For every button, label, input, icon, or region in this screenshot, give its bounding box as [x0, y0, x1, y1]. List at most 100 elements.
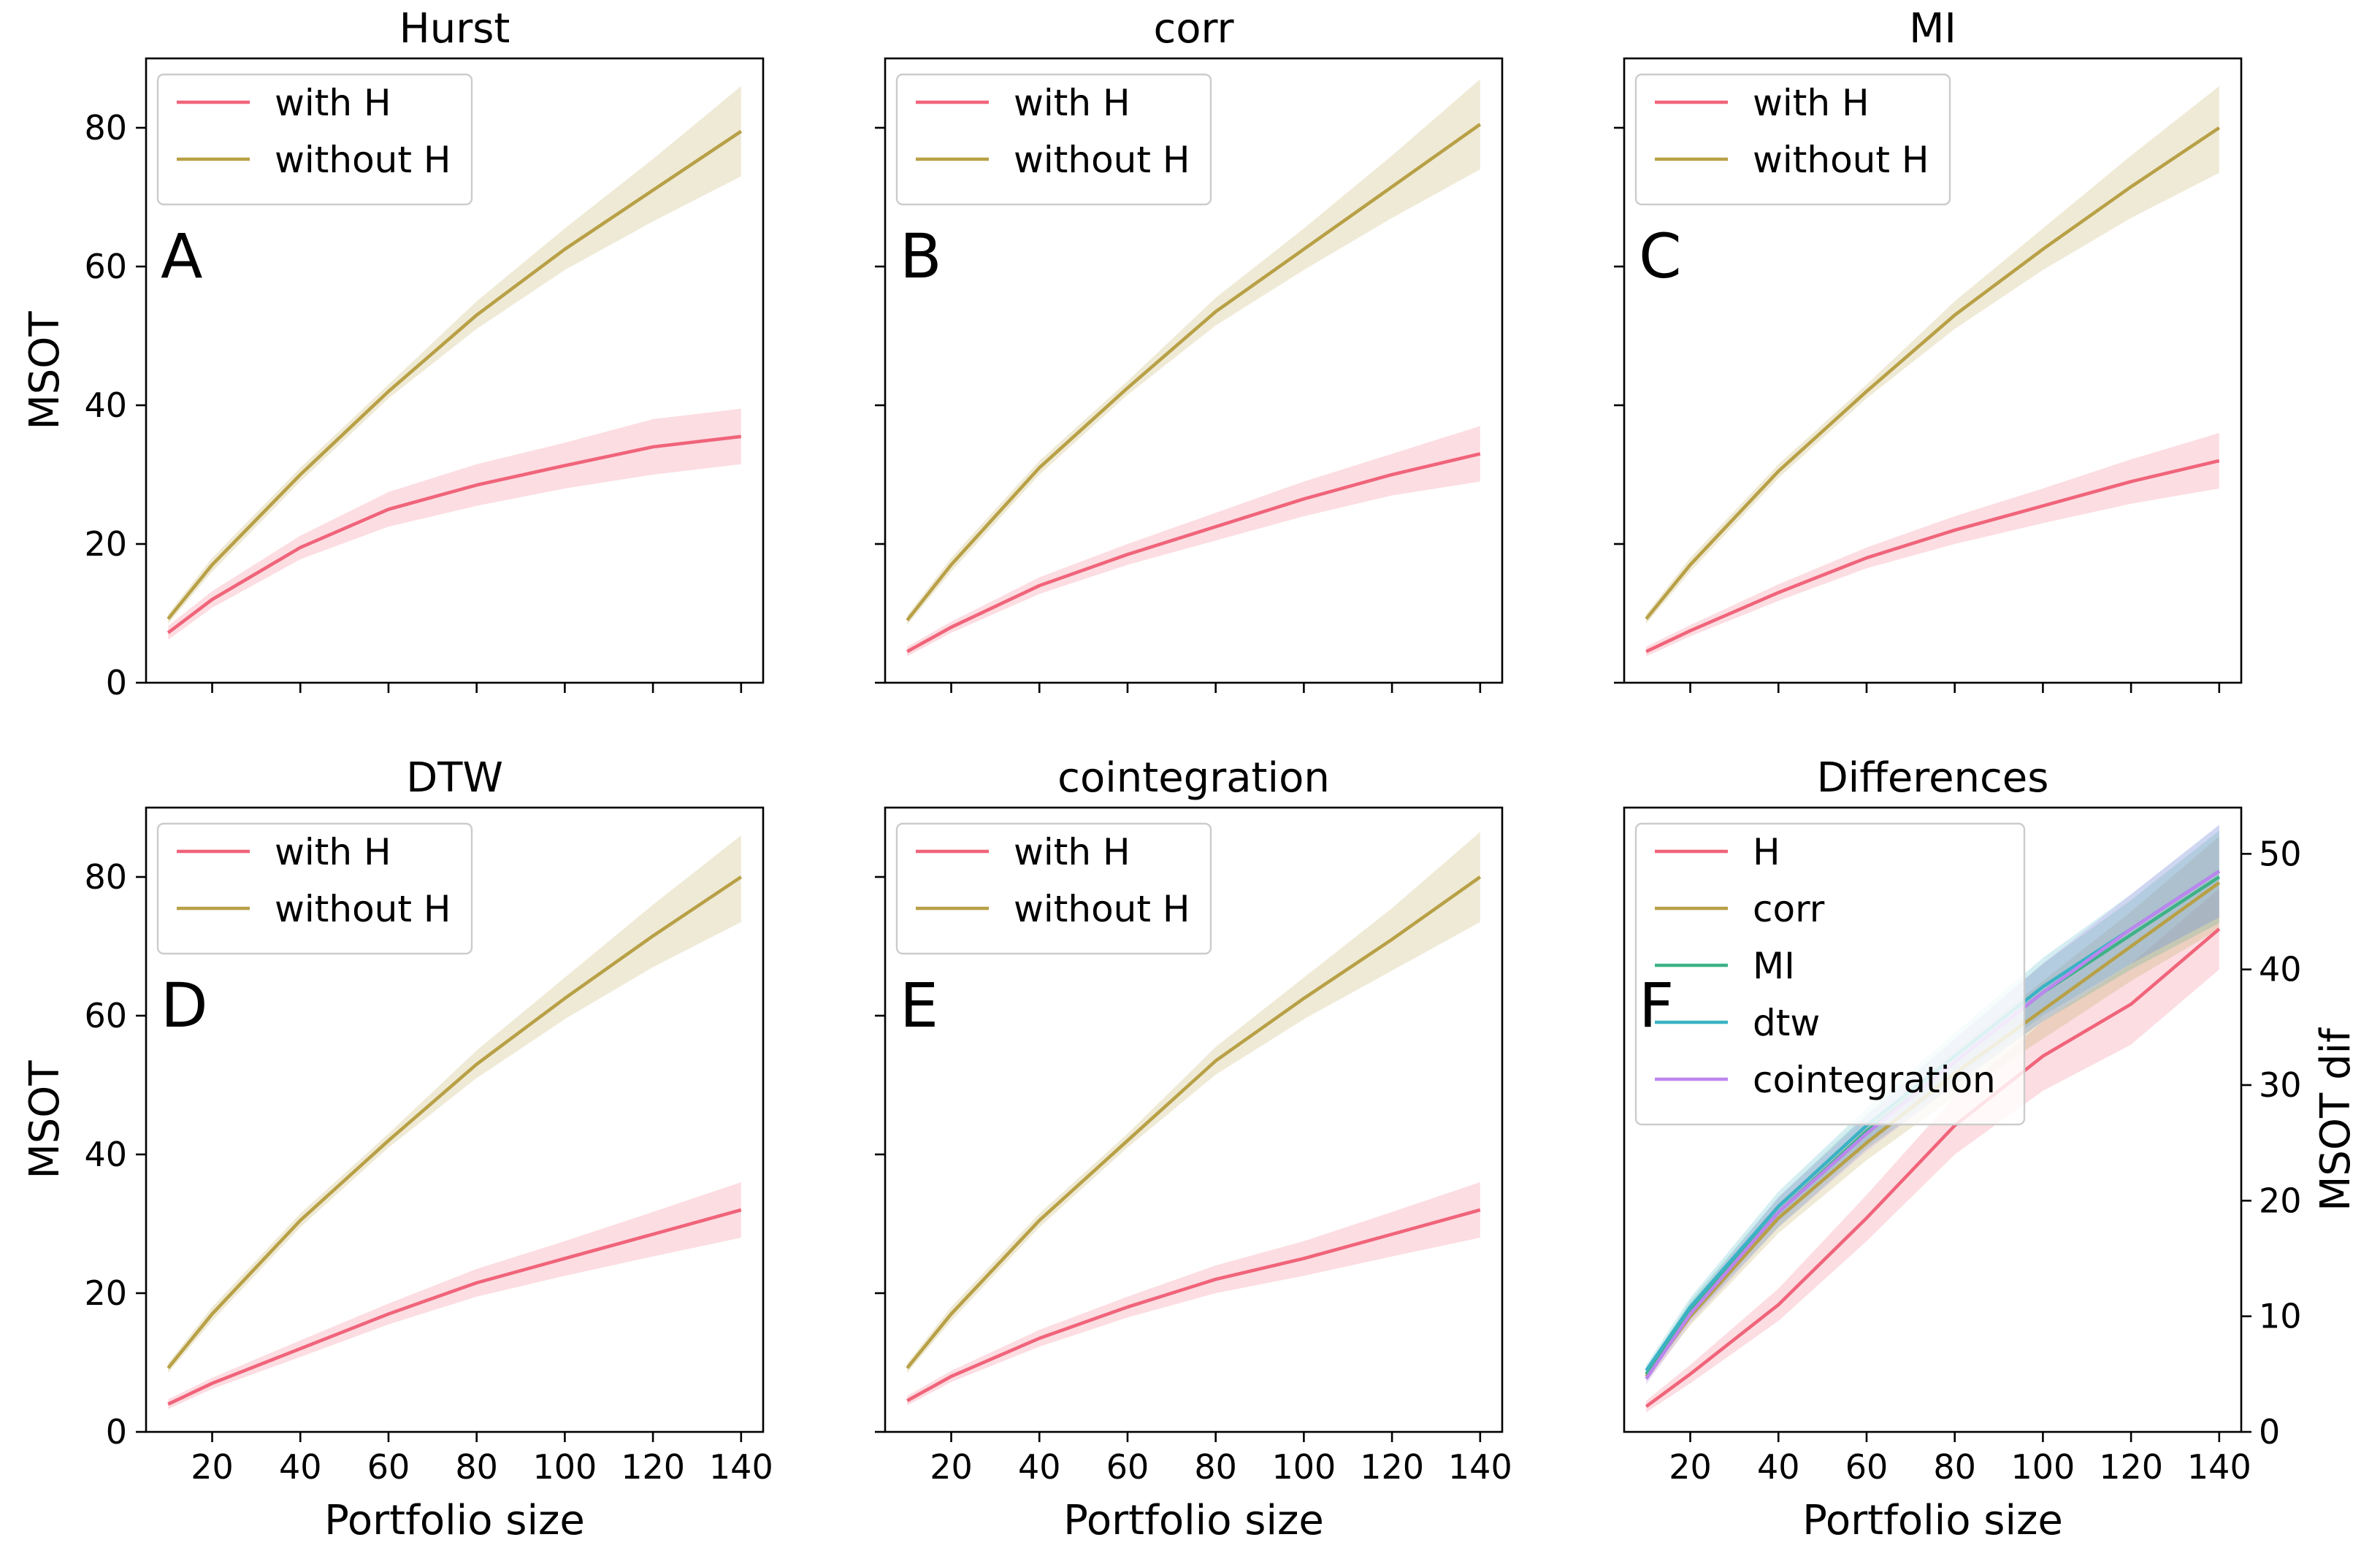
x-tick-label: 80: [1194, 1447, 1237, 1487]
panel-c: MI with H without H C: [1614, 5, 2243, 693]
x-tick-label: 140: [709, 1447, 773, 1487]
x-tick-label: 60: [1845, 1447, 1889, 1487]
panel-title: Differences: [1817, 754, 2049, 802]
x-tick-label: 120: [2099, 1447, 2163, 1487]
series-line-with-h: [167, 1208, 742, 1406]
y-tick-label: 60: [84, 247, 127, 286]
x-tick-label: 40: [1018, 1447, 1061, 1487]
series-line-without-h: [167, 129, 743, 621]
y-tick-label: 60: [84, 996, 127, 1035]
x-tick-label: 80: [1933, 1447, 1976, 1487]
panel-title: corr: [1153, 5, 1234, 53]
panel-title: MI: [1909, 5, 1956, 53]
y-tick-label: 40: [2259, 950, 2302, 989]
axes-frame: [884, 57, 1504, 684]
y-tick-label: 40: [84, 386, 127, 425]
y-tick-label: 20: [84, 1273, 127, 1313]
confidence-band-with-h: [907, 1182, 1480, 1406]
confidence-band-without-h: [907, 79, 1480, 626]
legend-box: [895, 822, 1212, 955]
legend: with H without H: [895, 73, 1212, 206]
x-tick-label: 100: [532, 1447, 597, 1487]
confidence-band-with-h: [907, 426, 1480, 656]
legend: with H without H: [895, 822, 1212, 955]
confidence-band-dtw: [1646, 824, 2219, 1376]
x-tick-label: 80: [455, 1447, 498, 1487]
legend: with H without H: [1634, 73, 1951, 206]
legend-label: with H: [1014, 82, 1130, 124]
y-tick-label: 50: [2259, 834, 2302, 873]
series-line-without-h: [167, 875, 743, 1370]
panel-letter: D: [161, 970, 208, 1041]
panel-b: corr with H without H B: [875, 5, 1504, 693]
axes-frame: [884, 806, 1504, 1433]
legend-box: [156, 822, 473, 955]
panel-title: DTW: [406, 754, 503, 802]
series-line-with-h: [906, 1208, 1481, 1403]
legend-box: [1634, 73, 1951, 206]
panel-e: 20 40 60 80 100 120 140 cointegration Portfolio …: [875, 754, 1512, 1544]
legend: with H without H: [156, 73, 473, 206]
legend-label: MI: [1753, 945, 1795, 987]
series-line-with-h: [906, 452, 1481, 654]
y-tick-label: 0: [106, 663, 127, 702]
x-tick-label: 20: [191, 1447, 234, 1487]
x-tick-label: 60: [367, 1447, 410, 1487]
x-tick-label: 120: [1360, 1447, 1424, 1487]
confidence-band-with-h: [168, 1182, 741, 1409]
y-tick-label: 10: [2259, 1297, 2302, 1336]
legend-box: [895, 73, 1212, 206]
confidence-band-without-h: [168, 86, 741, 624]
axes-frame: [145, 806, 765, 1433]
axes-frame: [1623, 806, 2243, 1433]
legend-label: without H: [1014, 139, 1190, 181]
y-tick-label: 80: [84, 857, 127, 897]
legend-label: without H: [275, 888, 451, 930]
legend-label: without H: [1753, 139, 1929, 181]
x-axis-label: Portfolio size: [1063, 1497, 1324, 1544]
axes-frame: [1623, 57, 2243, 684]
x-tick-label: 40: [1757, 1447, 1800, 1487]
legend-label: with H: [1014, 831, 1130, 873]
x-tick-label: 120: [621, 1447, 685, 1487]
panel-letter: B: [900, 221, 942, 292]
x-axis-label: Portfolio size: [1802, 1497, 2063, 1544]
y-tick-label: 30: [2259, 1065, 2302, 1105]
confidence-band-without-h: [168, 835, 741, 1373]
panel-letter: C: [1639, 221, 1682, 292]
y-tick-label: 20: [2259, 1181, 2302, 1220]
y-axis-label: MSOT dif: [2312, 1027, 2360, 1211]
x-tick-label: 60: [1106, 1447, 1149, 1487]
x-tick-label: 100: [2010, 1447, 2075, 1487]
x-tick-label: 20: [1669, 1447, 1712, 1487]
panel-title: Hurst: [399, 5, 510, 53]
x-tick-label: 140: [1448, 1447, 1512, 1487]
x-tick-label: 40: [279, 1447, 322, 1487]
series-line-h: [1645, 927, 2221, 1409]
confidence-band-with-h: [1646, 433, 2219, 656]
legend-box: [156, 73, 473, 206]
series-line-with-h: [1645, 459, 2220, 654]
legend-label: with H: [275, 831, 391, 873]
x-tick-label: 20: [930, 1447, 973, 1487]
panel-d: 20 40 60 80 100 120 140 0 20 40 60 80 DTW Portfolio s…: [21, 754, 773, 1544]
panel-letter: E: [900, 970, 938, 1041]
y-tick-label: 40: [84, 1135, 127, 1174]
confidence-band-without-h: [907, 832, 1480, 1373]
series-line-without-h: [906, 875, 1482, 1370]
series-line-with-h: [167, 434, 742, 635]
legend-label: without H: [275, 139, 451, 181]
legend-label: dtw: [1753, 1002, 1820, 1044]
legend: with H without H: [156, 822, 473, 955]
series-line-without-h: [906, 123, 1482, 621]
y-tick-label: 0: [106, 1412, 127, 1452]
panel-a: 0 20 40 60 80 Hurst MSOT with H without H A: [21, 5, 765, 702]
legend-label: corr: [1753, 888, 1825, 930]
y-tick-label: 80: [84, 108, 127, 147]
x-axis-label: Portfolio size: [324, 1497, 585, 1544]
legend-box: [1634, 822, 2026, 1126]
panel-title: cointegration: [1057, 754, 1330, 802]
y-tick-label: 20: [84, 524, 127, 564]
